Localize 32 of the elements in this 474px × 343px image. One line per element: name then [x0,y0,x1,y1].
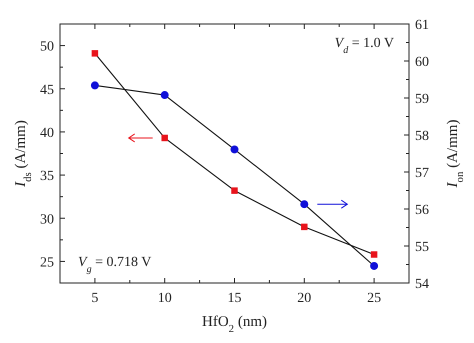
point [92,50,98,57]
x-axis-title: HfO$_{2}$ (nm) [202,314,267,335]
point [161,134,168,142]
y-tick-label: 50 [40,40,54,55]
x-tick-label: 10 [158,291,172,306]
point [370,251,378,258]
x-tick-label: 20 [297,291,312,306]
y-tick-label: 30 [40,212,54,228]
y2-tick-label: 56 [415,203,429,218]
y2-tick-label: 59 [415,92,429,107]
point [301,224,308,230]
point [90,81,99,90]
y2-tick-label: 58 [415,129,429,144]
point [160,91,169,100]
y-tick-label: 35 [40,169,54,184]
y2-tick-label: 54 [415,277,429,292]
y2-tick-label: 57 [415,166,429,181]
point [300,200,308,208]
y2-tick-label: 60 [415,55,429,70]
y2-tick-label: 55 [415,240,429,255]
point [370,262,378,270]
y-tick-label: 25 [40,255,54,270]
y-tick-label: 40 [40,126,54,141]
x-tick-label: 5 [91,291,98,306]
point [230,145,238,154]
x-tick-label: 15 [228,291,242,306]
y-tick-label: 45 [40,82,54,98]
x-tick-label: 25 [367,291,382,306]
annotation: V$_{g}$ = 0.718 V [78,255,152,274]
point [231,187,238,194]
annotation: V$_{d}$ = 1.0 V [334,36,394,56]
y2-tick-label: 61 [415,18,429,33]
